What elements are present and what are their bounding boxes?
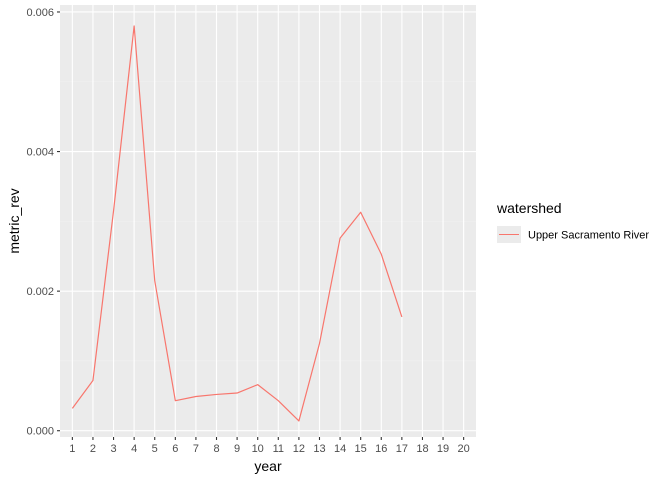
x-tick-label: 16 xyxy=(375,443,387,455)
x-axis-title: year xyxy=(254,458,282,474)
x-tick-label: 12 xyxy=(293,443,305,455)
x-tick-label: 19 xyxy=(437,443,449,455)
x-tick-label: 13 xyxy=(313,443,325,455)
y-axis: 0.000 0.002 0.004 0.006 xyxy=(26,7,60,438)
grid-major xyxy=(60,5,476,437)
x-tick-label: 9 xyxy=(234,443,240,455)
x-tick-label: 1 xyxy=(69,443,75,455)
legend-label: Upper Sacramento River xyxy=(528,230,649,242)
x-axis: 1 2 3 4 5 6 7 8 9 10 11 12 13 14 15 16 17 18 19 20 xyxy=(69,437,470,455)
x-tick-label: 15 xyxy=(355,443,367,455)
legend-title: watershed xyxy=(496,200,562,216)
x-tick-label: 2 xyxy=(90,443,96,455)
x-tick-label: 7 xyxy=(193,443,199,455)
y-axis-title: metric_rev xyxy=(6,188,22,253)
plot-panel xyxy=(60,5,476,437)
x-tick-label: 3 xyxy=(110,443,116,455)
x-tick-label: 5 xyxy=(152,443,158,455)
y-tick-label: 0.002 xyxy=(26,286,54,298)
x-tick-label: 8 xyxy=(213,443,219,455)
y-tick-label: 0.000 xyxy=(26,426,54,438)
x-tick-label: 17 xyxy=(396,443,408,455)
x-tick-label: 10 xyxy=(252,443,264,455)
x-tick-label: 6 xyxy=(172,443,178,455)
x-tick-label: 18 xyxy=(416,443,428,455)
x-tick-label: 14 xyxy=(334,443,346,455)
x-tick-label: 11 xyxy=(273,443,284,455)
y-tick-label: 0.004 xyxy=(26,147,54,159)
legend: watershed Upper Sacramento River xyxy=(496,200,649,243)
x-tick-label: 20 xyxy=(458,443,470,455)
x-tick-label: 4 xyxy=(131,443,137,455)
grid-minor xyxy=(60,81,476,362)
series-line xyxy=(71,25,403,422)
y-tick-label: 0.006 xyxy=(26,7,54,19)
series-layer xyxy=(71,25,403,422)
